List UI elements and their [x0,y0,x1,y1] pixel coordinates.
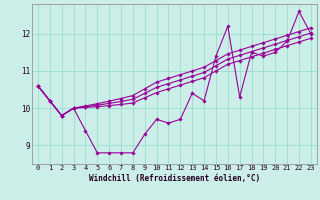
X-axis label: Windchill (Refroidissement éolien,°C): Windchill (Refroidissement éolien,°C) [89,174,260,183]
